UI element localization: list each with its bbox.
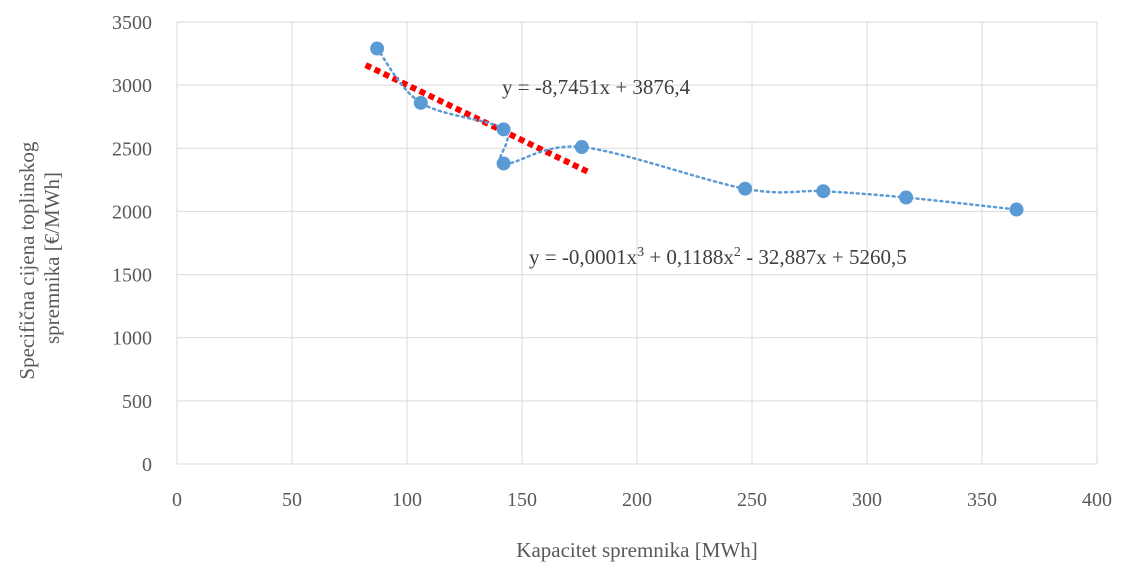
- data-point: [738, 181, 753, 196]
- y-tick-label: 3000: [112, 75, 152, 97]
- x-tick-label: 300: [852, 489, 882, 511]
- polynomial-trendline: [375, 47, 1018, 211]
- x-tick-label: 400: [1082, 489, 1112, 511]
- x-axis-ticks: 0 50 100 150 200 250 300 350 400: [172, 489, 1112, 511]
- x-axis-title: Kapacitet spremnika [MWh]: [516, 538, 757, 562]
- y-axis-ticks: 0 500 1000 1500 2000 2500 3000 3500: [112, 12, 152, 476]
- x-tick-label: 350: [967, 489, 997, 511]
- y-axis-title: Specifična cijena toplinskog spremnika […: [15, 136, 64, 379]
- data-point: [496, 122, 511, 137]
- data-point: [370, 41, 385, 56]
- data-point: [574, 140, 589, 155]
- x-tick-label: 200: [622, 489, 652, 511]
- y-tick-label: 2500: [112, 138, 152, 160]
- y-tick-label: 2000: [112, 201, 152, 223]
- x-tick-label: 0: [172, 489, 182, 511]
- trendlines: [364, 47, 1018, 211]
- gridlines: [176, 21, 1098, 465]
- x-tick-label: 50: [282, 489, 302, 511]
- polynomial-trendline-equation: y = -0,0001x3 + 0,1188x2 - 32,887x + 526…: [529, 245, 907, 269]
- x-tick-label: 250: [737, 489, 767, 511]
- x-tick-label: 100: [392, 489, 422, 511]
- data-points: [370, 41, 1024, 217]
- x-tick-label: 150: [507, 489, 537, 511]
- y-tick-label: 500: [122, 391, 152, 413]
- linear-trendline: [364, 62, 593, 176]
- y-tick-label: 1000: [112, 328, 152, 350]
- linear-trendline-equation: y = -8,7451x + 3876,4: [502, 75, 691, 99]
- data-point: [816, 184, 831, 199]
- data-point: [1009, 202, 1024, 217]
- data-point: [899, 190, 914, 205]
- y-tick-label: 0: [142, 454, 152, 476]
- y-tick-label: 3500: [112, 12, 152, 34]
- data-point: [496, 156, 511, 171]
- y-tick-label: 1500: [112, 265, 152, 287]
- data-point: [413, 95, 428, 110]
